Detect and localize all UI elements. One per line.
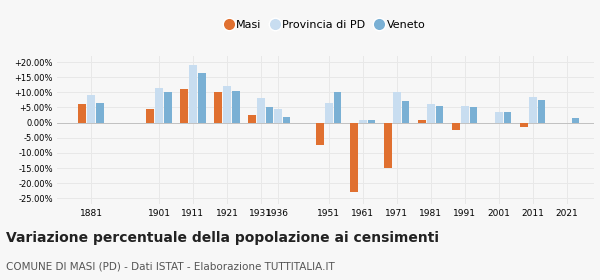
Bar bbox=[283, 116, 290, 123]
Bar bbox=[452, 123, 460, 130]
Bar bbox=[96, 103, 104, 123]
Bar bbox=[316, 123, 324, 145]
Bar bbox=[470, 108, 478, 123]
Bar bbox=[418, 120, 426, 123]
Bar bbox=[436, 106, 443, 123]
Bar bbox=[359, 120, 367, 123]
Bar bbox=[266, 108, 274, 123]
Bar bbox=[350, 123, 358, 192]
Bar bbox=[87, 95, 95, 123]
Bar bbox=[232, 91, 239, 123]
Bar bbox=[257, 98, 265, 123]
Bar bbox=[146, 109, 154, 123]
Bar bbox=[274, 109, 281, 123]
Bar bbox=[189, 65, 197, 123]
Bar bbox=[529, 97, 536, 123]
Bar bbox=[334, 92, 341, 123]
Legend: Masi, Provincia di PD, Veneto: Masi, Provincia di PD, Veneto bbox=[223, 17, 428, 34]
Bar bbox=[223, 86, 230, 123]
Bar bbox=[427, 104, 434, 123]
Bar bbox=[495, 112, 503, 123]
Bar bbox=[572, 118, 580, 123]
Bar bbox=[214, 92, 222, 123]
Bar bbox=[368, 120, 376, 123]
Bar bbox=[79, 104, 86, 123]
Bar bbox=[538, 100, 545, 123]
Text: Variazione percentuale della popolazione ai censimenti: Variazione percentuale della popolazione… bbox=[6, 231, 439, 245]
Bar bbox=[155, 88, 163, 123]
Bar bbox=[164, 92, 172, 123]
Bar bbox=[181, 89, 188, 123]
Bar bbox=[504, 112, 511, 123]
Bar bbox=[198, 73, 206, 123]
Bar bbox=[248, 115, 256, 123]
Bar bbox=[384, 123, 392, 168]
Bar bbox=[325, 103, 332, 123]
Bar bbox=[520, 123, 528, 127]
Bar bbox=[461, 106, 469, 123]
Bar bbox=[402, 101, 409, 123]
Bar bbox=[393, 92, 401, 123]
Text: COMUNE DI MASI (PD) - Dati ISTAT - Elaborazione TUTTITALIA.IT: COMUNE DI MASI (PD) - Dati ISTAT - Elabo… bbox=[6, 262, 335, 272]
